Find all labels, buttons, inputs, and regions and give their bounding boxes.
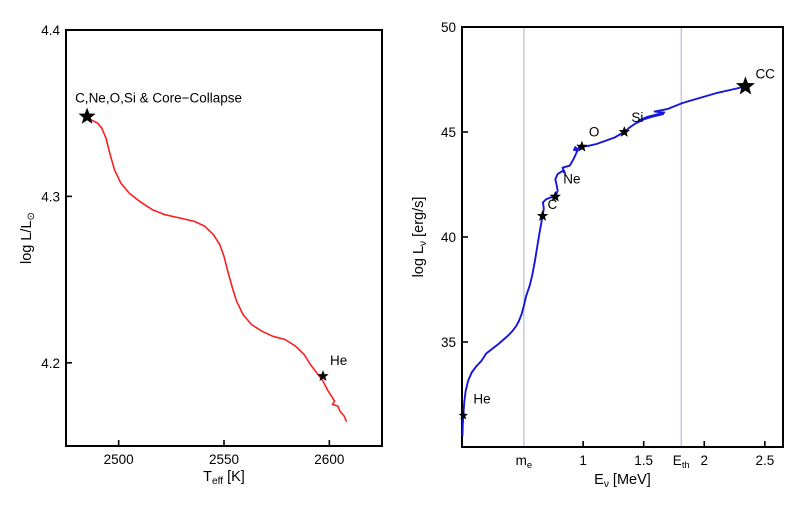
x-axis-label: Eν [MeV] — [594, 472, 651, 490]
star-marker-si-burning-point — [618, 126, 630, 137]
x-tick-label: 2550 — [209, 452, 239, 467]
star-marker-o-burning-point — [576, 140, 588, 152]
plot-border — [461, 26, 784, 448]
x-tick-label: 1 — [579, 453, 587, 468]
star-marker-he-burning-point — [458, 410, 469, 420]
marker-label-ne-burning-point: Ne — [563, 172, 580, 187]
x-tick-label: 1.5 — [634, 453, 653, 468]
x-tick-label: me — [516, 453, 533, 471]
marker-label-c-burning-point: C — [548, 197, 558, 212]
data-curve-evolutionary-track — [86, 115, 347, 422]
x-tick-label: 2600 — [314, 452, 344, 467]
y-tick-label: 35 — [441, 335, 456, 350]
y-tick-label: 4.3 — [41, 189, 60, 204]
star-marker-core-collapse-point — [735, 76, 755, 95]
star-marker-ne-burning-point — [549, 190, 561, 202]
marker-label-si-burning-point: Si — [631, 110, 643, 125]
y-axis-label: log L/L⊙ — [19, 212, 37, 264]
left-plot-hr-diagram: 2500 2550 2600 4.4 4.3 4.2 Teff [K] log L/L⊙ C,N… — [19, 23, 383, 487]
x-tick-label: 2 — [701, 453, 709, 468]
y-tick-label: 40 — [441, 230, 456, 245]
x-axis-label: Teff [K] — [203, 469, 245, 487]
star-marker-core-collapse-point — [78, 107, 96, 124]
marker-label-he-burning-point: He — [473, 392, 490, 407]
data-curve-burning-stages-track — [461, 85, 747, 437]
right-plot-neutrino-diagram: me 1 1.5 Eth 2 2.5 50 45 40 35 Eν [MeV] log Lν [erg… — [411, 20, 784, 490]
y-tick-label: 50 — [441, 20, 456, 35]
y-tick-label: 45 — [441, 125, 456, 140]
y-tick-label: 4.2 — [41, 356, 60, 371]
star-marker-c-burning-point — [536, 210, 549, 221]
x-tick-label: 2500 — [104, 452, 134, 467]
star-marker-he-ignition-point — [317, 370, 329, 381]
y-axis-label: log Lν [erg/s] — [411, 197, 429, 278]
marker-label-core-collapse-point: C,Ne,O,Si & Core−Collapse — [75, 91, 242, 106]
y-tick-label: 4.4 — [41, 23, 60, 38]
marker-label-he-ignition-point: He — [330, 353, 347, 368]
marker-label-o-burning-point: O — [589, 125, 600, 140]
marker-label-core-collapse-point: CC — [755, 66, 775, 81]
x-tick-label: Eth — [673, 453, 690, 471]
x-tick-label: 2.5 — [755, 453, 774, 468]
